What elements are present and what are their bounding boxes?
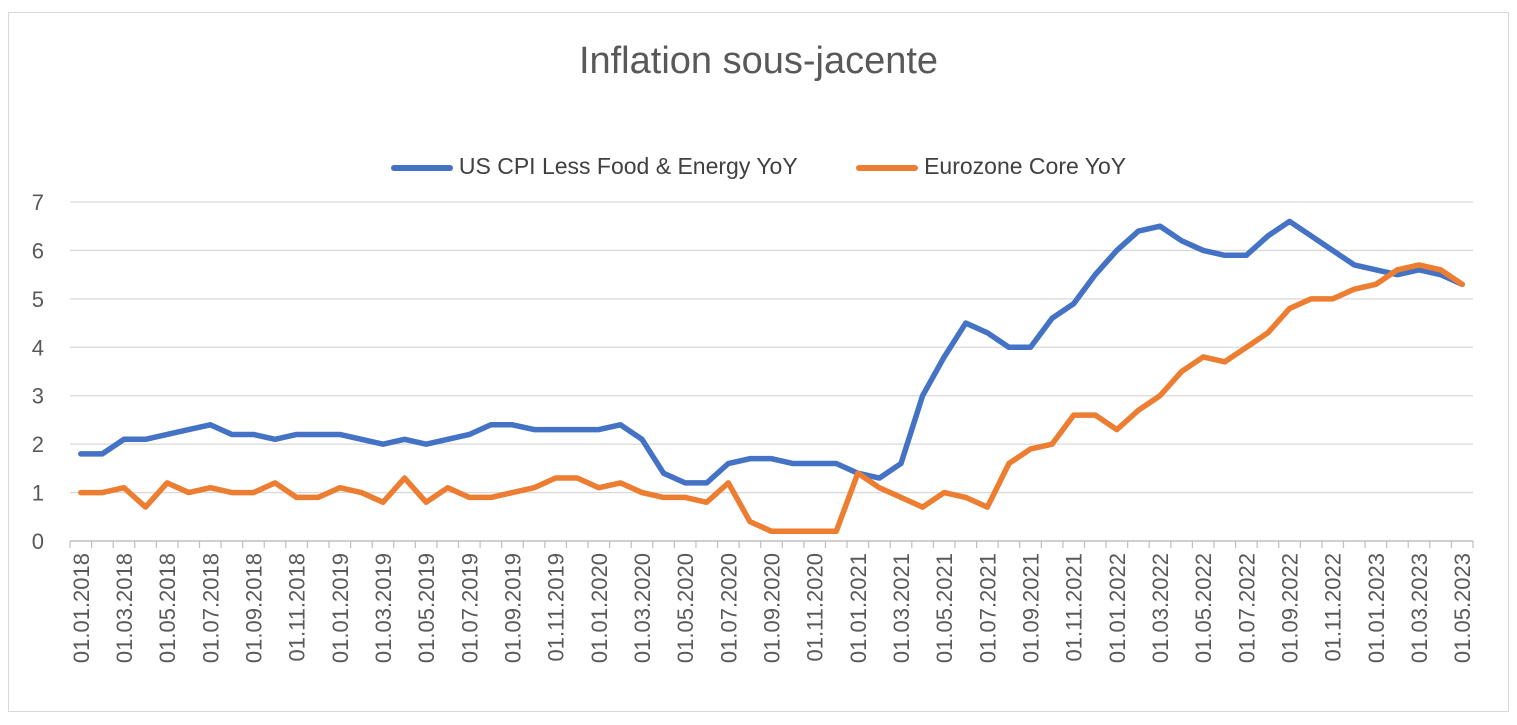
y-tick-label: 3 [32, 384, 44, 409]
x-tick-label: 01.05.2020 [673, 553, 698, 663]
legend-label-eurozone-core: Eurozone Core YoY [924, 153, 1127, 180]
x-tick-label: 01.09.2018 [241, 553, 266, 663]
x-tick-label: 01.05.2023 [1450, 553, 1475, 663]
x-tick-label: 01.09.2019 [500, 553, 525, 663]
x-tick-label: 01.07.2021 [975, 553, 1000, 663]
x-tick-label: 01.01.2022 [1105, 553, 1130, 663]
x-tick-label: 01.03.2020 [630, 553, 655, 663]
legend-swatch-eurozone-core [856, 165, 919, 172]
x-tick-label: 01.01.2019 [328, 553, 353, 663]
x-tick-label: 01.01.2020 [587, 553, 612, 663]
x-tick-label: 01.05.2019 [414, 553, 439, 663]
x-tick-label: 01.01.2023 [1364, 553, 1389, 663]
x-tick-label: 01.03.2023 [1407, 553, 1432, 663]
x-tick-label: 01.11.2020 [803, 553, 828, 661]
x-tick-label: 01.11.2021 [1062, 553, 1087, 661]
y-tick-label: 0 [32, 529, 44, 554]
x-tick-label: 01.09.2020 [760, 553, 785, 663]
y-tick-label: 4 [32, 335, 44, 360]
x-tick-label: 01.07.2020 [716, 553, 741, 663]
x-tick-label: 01.07.2018 [198, 553, 223, 663]
x-tick-label: 01.01.2021 [846, 553, 871, 663]
x-tick-label: 01.11.2018 [285, 553, 310, 661]
x-tick-label: 01.07.2019 [457, 553, 482, 663]
x-tick-label: 01.01.2018 [69, 553, 94, 663]
chart-frame [8, 12, 1509, 712]
x-tick-label: 01.03.2019 [371, 553, 396, 663]
y-tick-label: 7 [32, 190, 44, 215]
series-line-us-cpi [78, 218, 1465, 486]
x-tick-label: 01.07.2022 [1234, 553, 1259, 663]
legend-label-us-cpi: US CPI Less Food & Energy YoY [458, 153, 798, 180]
x-tick-label: 01.11.2019 [544, 553, 569, 661]
y-tick-label: 2 [32, 432, 44, 457]
y-tick-label: 6 [32, 238, 44, 263]
x-tick-label: 01.03.2022 [1148, 553, 1173, 663]
x-tick-label: 01.05.2022 [1191, 553, 1216, 663]
legend-entry-us-cpi: US CPI Less Food & Energy YoY [390, 153, 798, 180]
legend: US CPI Less Food & Energy YoY Eurozone C… [0, 152, 1517, 180]
x-tick-label: 01.05.2021 [932, 553, 957, 663]
y-tick-label: 1 [32, 481, 44, 506]
series-line-eurozone-core [78, 262, 1465, 535]
chart-title: Inflation sous-jacente [578, 40, 939, 82]
y-tick-label: 5 [32, 287, 44, 312]
x-tick-label: 01.09.2021 [1019, 553, 1044, 663]
x-tick-label: 01.09.2022 [1278, 553, 1303, 663]
x-tick-label: 01.11.2022 [1321, 553, 1346, 661]
legend-entry-eurozone-core: Eurozone Core YoY [856, 153, 1126, 180]
legend-swatch-us-cpi [390, 165, 453, 172]
x-tick-label: 01.03.2021 [889, 553, 914, 663]
x-tick-label: 01.05.2018 [155, 553, 180, 663]
x-tick-label: 01.03.2018 [112, 553, 137, 663]
